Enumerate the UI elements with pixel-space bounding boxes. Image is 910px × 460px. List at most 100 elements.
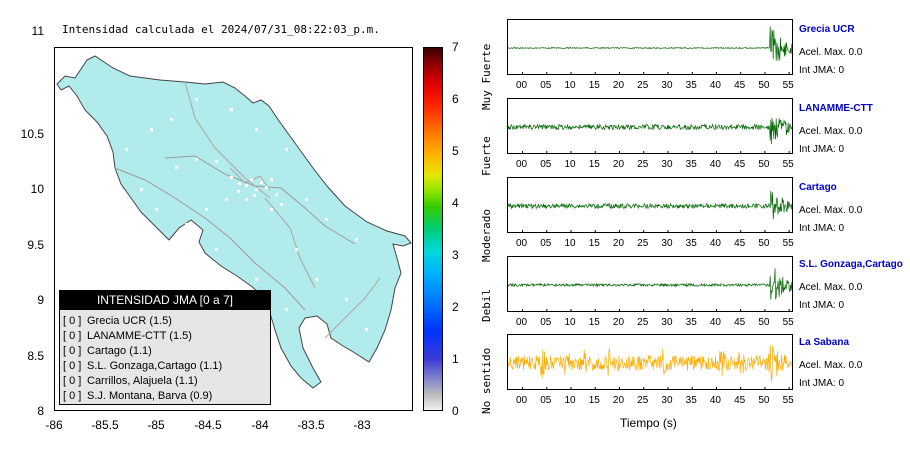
waveform-trace [508, 117, 792, 145]
legend-item: [ 0 ] Carrillos, Alajuela (1.1) [63, 375, 198, 387]
time-tick-label: 15 [588, 80, 600, 91]
time-axis: 00 05 10 15 20 25 30 35 40 45 50 55 [507, 159, 794, 173]
max-acceleration: Acel. Max. 0.0 [799, 126, 863, 137]
level-label-fuerte: Fuerte [480, 136, 493, 176]
waveform-trace-svg [508, 268, 792, 311]
waveform-trace-svg [508, 344, 792, 389]
time-tick-label: 30 [661, 238, 673, 249]
time-tick-label: 05 [540, 395, 552, 406]
x-tick-label: -85.5 [91, 418, 119, 432]
waveform-panel: 00 05 10 15 20 25 30 35 40 45 50 55 [507, 19, 794, 96]
road-central [264, 197, 316, 289]
waveform-plot [507, 19, 793, 75]
time-tick-label: 45 [734, 80, 746, 91]
time-tick-label: 10 [564, 80, 576, 91]
y-tick-label: 11 [31, 24, 44, 38]
legend-bracket: [ 0 ] [63, 390, 82, 402]
y-tick-label: 10.5 [20, 127, 44, 141]
colorbar-tick-label: 4 [452, 196, 459, 210]
town-marker [230, 108, 233, 111]
time-tick-label: 25 [637, 80, 649, 91]
legend-label: S.J. Montana, Barva (0.9) [87, 390, 213, 402]
town-marker [315, 278, 318, 281]
time-tick-label: 25 [637, 317, 649, 328]
legend-bracket: [ 0 ] [63, 315, 82, 327]
legend-item: [ 0 ] Grecia UCR (1.5) [63, 315, 172, 327]
max-acceleration: Acel. Max. 0.0 [799, 360, 863, 371]
waveform-panel: 00 05 10 15 20 25 30 35 40 45 50 55 [507, 98, 794, 175]
time-tick-label: 30 [661, 80, 673, 91]
town-marker [250, 178, 253, 181]
time-tick-label: 40 [709, 159, 721, 170]
waveform-panel: 00 05 10 15 20 25 30 35 40 45 50 55 [507, 256, 794, 333]
town-marker [195, 238, 198, 241]
y-tick-label: 10 [30, 182, 44, 196]
time-tick-label: 00 [515, 159, 528, 170]
max-acceleration: Acel. Max. 0.0 [799, 205, 863, 216]
time-tick-label: 15 [588, 159, 600, 170]
time-axis-label: Tiempo (s) [620, 416, 677, 430]
max-acceleration: Acel. Max. 0.0 [799, 47, 863, 58]
legend-label: S.L. Gonzaga,Cartago (1.1) [87, 360, 223, 372]
time-tick-label: 10 [564, 395, 576, 406]
waveform-trace-svg [508, 117, 792, 153]
legend-bracket: [ 0 ] [63, 375, 82, 387]
time-tick-label: 05 [540, 159, 552, 170]
town-marker [255, 128, 258, 131]
waveform-plot [507, 256, 793, 312]
time-tick-label: 55 [782, 159, 794, 170]
town-marker [125, 148, 128, 151]
waveform-plot [507, 98, 793, 154]
colorbar-tick-label: 5 [452, 144, 459, 158]
town-marker [305, 198, 308, 201]
road-south [114, 167, 306, 311]
town-marker [150, 128, 153, 131]
time-tick-label: 55 [782, 395, 794, 406]
legend-item: [ 0 ] S.J. Montana, Barva (0.9) [63, 390, 212, 402]
x-tick-label: -84 [251, 418, 269, 432]
time-tick-label: 45 [734, 159, 746, 170]
time-tick-label: 05 [540, 80, 552, 91]
time-axis: 00 05 10 15 20 25 30 35 40 45 50 55 [507, 238, 794, 252]
time-tick-label: 25 [637, 395, 649, 406]
time-tick-label: 40 [709, 395, 721, 406]
town-marker [175, 166, 178, 169]
time-tick-label: 55 [782, 317, 794, 328]
legend-label: Carrillos, Alajuela (1.1) [87, 375, 198, 387]
time-tick-label: 35 [685, 317, 697, 328]
town-marker [355, 238, 358, 241]
town-marker [295, 248, 298, 251]
waveform-trace [508, 190, 792, 220]
waveform-trace-svg [508, 26, 792, 74]
station-name: S.L. Gonzaga,Cartago [799, 259, 903, 270]
x-tick-label: -83 [353, 418, 371, 432]
time-tick-label: 35 [685, 238, 697, 249]
time-tick-label: 00 [515, 238, 528, 249]
time-tick-label: 50 [758, 80, 770, 91]
waveform-panel: 00 05 10 15 20 25 30 35 40 45 50 55 [507, 177, 794, 254]
town-marker [275, 193, 278, 196]
time-tick-label: 10 [564, 159, 576, 170]
time-tick-label: 45 [734, 395, 746, 406]
time-tick-label: 15 [588, 238, 600, 249]
y-tick-label: 8 [37, 404, 44, 418]
station-name: LANAMME-CTT [799, 103, 873, 114]
time-tick-label: 55 [782, 80, 794, 91]
town-marker [225, 198, 228, 201]
time-tick-label: 55 [782, 238, 794, 249]
time-tick-label: 30 [661, 159, 673, 170]
time-tick-label: 50 [758, 395, 770, 406]
waveform-trace [508, 26, 792, 61]
town-marker [270, 208, 273, 211]
time-tick-label: 10 [564, 238, 576, 249]
town-marker [255, 278, 258, 281]
town-marker [345, 298, 348, 301]
town-marker [245, 198, 248, 201]
jma-intensity: Int JMA: 0 [799, 223, 845, 234]
colorbar-tick-label: 7 [452, 40, 459, 54]
legend-label: Cartago (1.1) [87, 345, 152, 357]
time-axis: 00 05 10 15 20 25 30 35 40 45 50 55 [507, 317, 794, 331]
time-tick-label: 20 [612, 159, 625, 170]
time-tick-label: 25 [637, 159, 649, 170]
town-marker [237, 190, 240, 193]
